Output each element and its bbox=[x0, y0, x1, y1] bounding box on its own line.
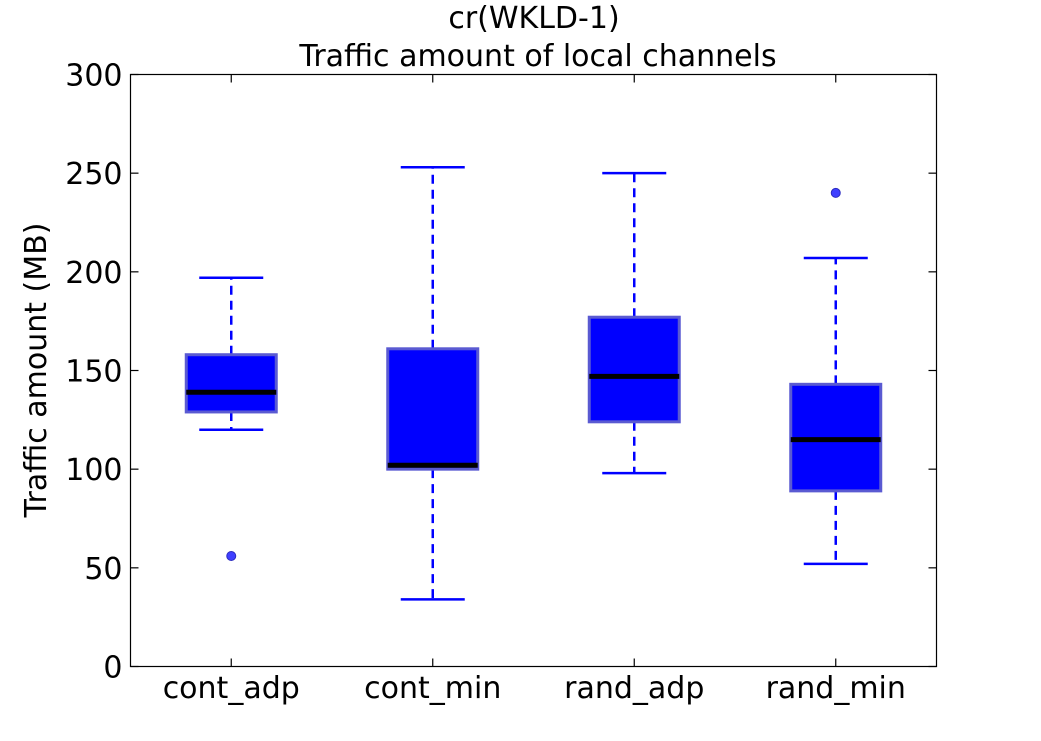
plot-marks bbox=[184, 165, 883, 601]
x-tick-label: cont_min bbox=[364, 671, 501, 706]
box-cont_min bbox=[386, 347, 480, 471]
box-cont_adp bbox=[184, 353, 278, 414]
outlier-point bbox=[226, 550, 237, 561]
y-tick-label: 250 bbox=[65, 157, 122, 192]
x-tick-label: rand_min bbox=[766, 671, 906, 706]
chart-title: cr(WKLD-1) bbox=[448, 1, 619, 36]
x-tick-label: cont_adp bbox=[163, 671, 300, 706]
y-tick-label: 0 bbox=[103, 651, 122, 686]
x-tick-label: rand_adp bbox=[564, 671, 704, 706]
outlier-point bbox=[830, 187, 841, 198]
x-axis: cont_adp cont_min rand_adp rand_min bbox=[163, 74, 906, 706]
y-tick-label: 150 bbox=[65, 355, 122, 390]
y-axis-label: Traffic amount (MB) bbox=[19, 223, 54, 519]
y-tick-label: 100 bbox=[65, 453, 122, 488]
y-axis: 0 50 100 150 200 250 300 bbox=[65, 59, 937, 686]
y-tick-label: 300 bbox=[65, 59, 122, 94]
chart-subtitle: Traffic amount of local channels bbox=[298, 39, 776, 74]
y-tick-label: 50 bbox=[84, 552, 122, 587]
box-rand_adp bbox=[587, 315, 681, 424]
y-tick-label: 200 bbox=[65, 256, 122, 291]
